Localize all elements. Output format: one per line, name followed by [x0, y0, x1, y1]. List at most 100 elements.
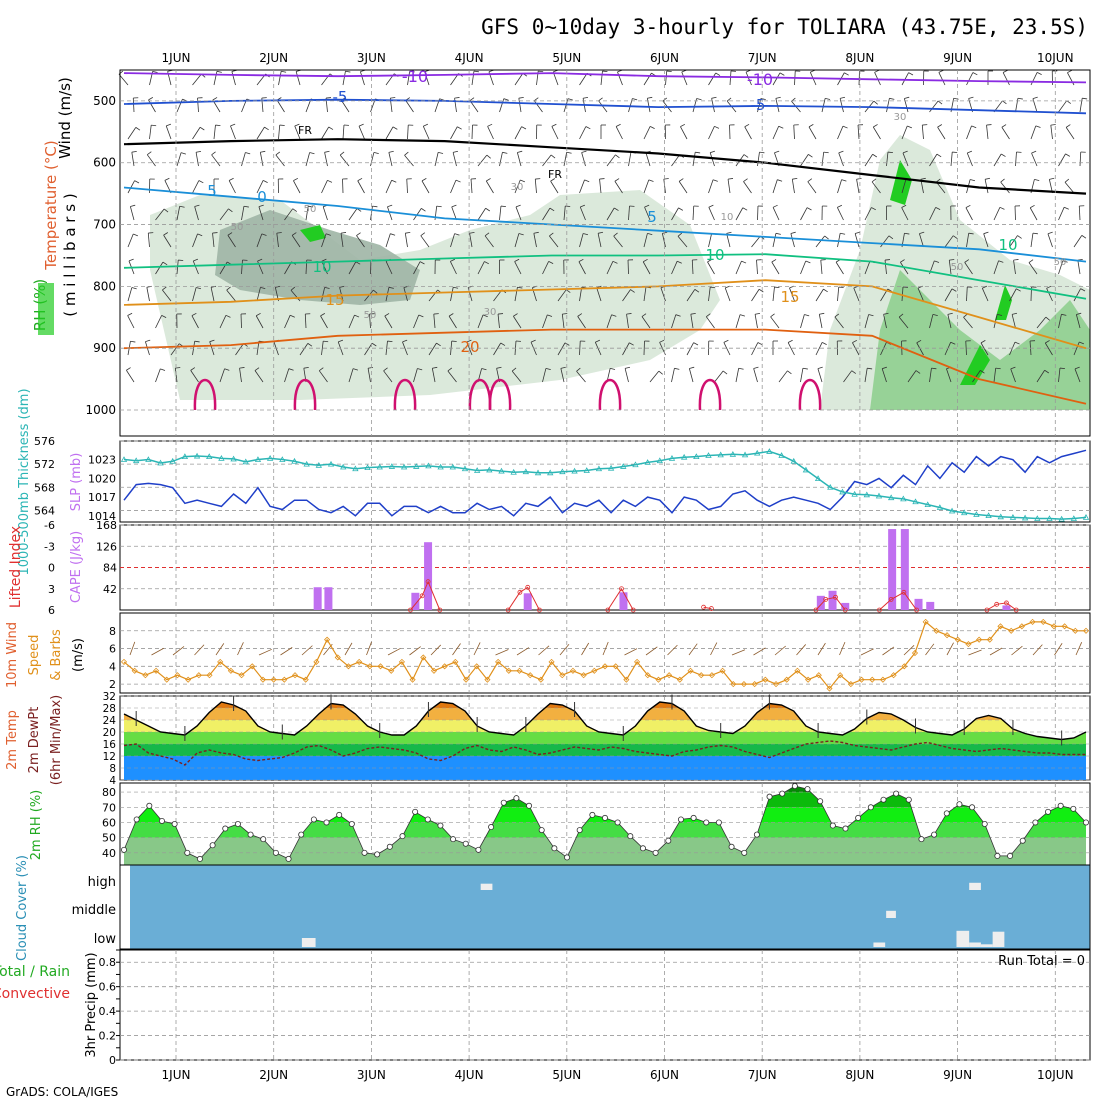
wind-barb	[745, 71, 752, 86]
contour-label: 15	[780, 288, 799, 306]
isotherm-5	[123, 253, 1087, 300]
wind-barb	[793, 124, 795, 140]
wind-barb-flag	[625, 366, 631, 369]
wind-barb	[254, 370, 264, 383]
wind-barb	[901, 287, 904, 302]
wind-barb-flag	[453, 150, 459, 153]
rh-marker	[829, 822, 836, 829]
wind-barb-flag	[560, 366, 566, 369]
pressure-tick-label: 800	[93, 279, 116, 293]
wind-barb	[641, 316, 651, 329]
wind-barb-flag	[842, 125, 848, 129]
wind-barb	[192, 127, 201, 140]
wind-barb-flag	[517, 150, 523, 153]
rh-marker	[133, 816, 140, 823]
wind-barb	[837, 233, 841, 248]
thickness-marker	[936, 504, 944, 510]
wind-speed-marker	[334, 654, 341, 661]
wind-barb-flag	[521, 126, 527, 130]
surface-wind-barb	[860, 648, 874, 656]
rh-marker	[766, 793, 773, 800]
thickness-marker	[985, 512, 992, 519]
cape-tick-label: 42	[103, 583, 117, 596]
wind-barb-flag	[307, 343, 313, 347]
wind-speed-marker	[1018, 623, 1025, 630]
wind-barb	[724, 287, 731, 302]
lifted-index-marker	[537, 607, 542, 613]
wind-speed-marker	[580, 672, 587, 679]
wind-barb	[340, 233, 344, 248]
wind-barb	[428, 342, 437, 356]
wind-barb	[966, 152, 973, 167]
wind-barb	[276, 233, 279, 248]
wind-barb	[557, 342, 566, 356]
wind-barb-flag	[254, 367, 260, 371]
wind-barb	[284, 315, 291, 329]
wind-barb-flag	[889, 97, 895, 100]
wind-barb	[901, 207, 909, 221]
wind-barb	[212, 233, 215, 248]
rh-marker	[121, 846, 128, 853]
wind-barb-flag	[391, 179, 397, 183]
wind-barb-flag	[164, 177, 170, 181]
rh-marker	[399, 833, 406, 840]
wind-barb	[1075, 314, 1081, 329]
bottom-day-label: 6JUN	[650, 1068, 679, 1082]
wind-barb-flag	[1017, 97, 1023, 100]
thickness-marker	[705, 452, 712, 458]
wind-barb-flag	[372, 205, 378, 208]
thickness-marker	[1034, 515, 1041, 521]
wind-barb	[622, 342, 630, 356]
thickness-marker	[900, 495, 907, 502]
wind-barb-flag	[844, 72, 849, 76]
wind-barb-flag	[611, 314, 617, 317]
wind-barb	[470, 179, 473, 194]
wind-speed-marker	[377, 663, 384, 670]
wind-speed-marker	[1029, 618, 1036, 625]
thickness-marker	[522, 468, 530, 475]
wind-barb	[708, 233, 713, 248]
wind-barb	[821, 152, 825, 167]
wind-barb	[884, 260, 887, 275]
wind-barb	[514, 126, 522, 140]
lifted-index-marker	[708, 606, 714, 611]
wind-barb-flag	[759, 151, 765, 154]
wind-barb	[929, 207, 936, 221]
wind-barb-flag	[722, 370, 728, 375]
top-day-label: 8JUN	[845, 51, 874, 65]
wind-barb-flag	[325, 233, 331, 236]
wind-barb-flag	[549, 207, 555, 212]
wind-barb-flag	[567, 98, 573, 101]
wind-barb-flag	[904, 96, 910, 99]
wind-speed-marker	[869, 676, 876, 683]
wind-barb	[880, 342, 887, 356]
wind-barb	[477, 261, 485, 275]
dewpoint-line	[123, 740, 1086, 766]
wind-barb-flag	[779, 72, 785, 76]
wind-barb	[1073, 288, 1081, 302]
wind-barb	[916, 342, 924, 356]
wind-barb-flag	[324, 150, 330, 153]
wind-barb-flag	[675, 314, 681, 317]
bottom-day-label: 5JUN	[552, 1068, 581, 1082]
temperature-tick-label: 32	[103, 691, 116, 703]
wind-barb	[126, 370, 135, 383]
wind-barb-flag	[868, 314, 874, 317]
lifted-index-marker	[888, 596, 894, 602]
lifted-index-line	[879, 591, 918, 611]
rh-axis-label: 2m RH (%)	[29, 790, 44, 861]
rh-tick-label: 40	[102, 847, 116, 860]
wind-barb-flag	[982, 285, 988, 289]
wind-barb	[466, 341, 473, 356]
wind-barb-flag	[971, 125, 977, 129]
thickness-marker	[1046, 515, 1053, 521]
wind-barb-flag	[148, 97, 154, 101]
wind-barb-flag	[518, 233, 524, 236]
wind-barb	[903, 98, 909, 113]
wind-speed-marker	[1061, 623, 1068, 630]
wind-barb-flag	[932, 314, 938, 317]
wind-barb	[597, 233, 602, 248]
thickness-marker	[693, 453, 700, 460]
wind-barb-flag	[1035, 125, 1041, 128]
wind-barb-flag	[163, 232, 169, 236]
